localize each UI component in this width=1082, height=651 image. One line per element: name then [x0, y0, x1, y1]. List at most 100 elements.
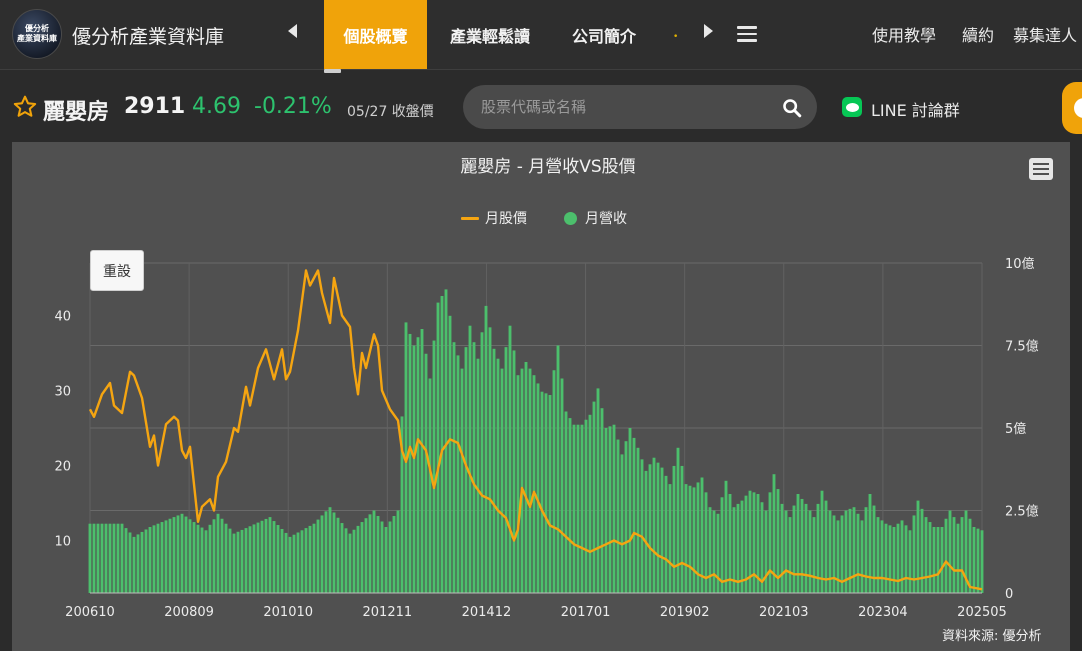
- tabs-scroll-left-icon[interactable]: [288, 24, 297, 38]
- revenue-bar: [848, 508, 852, 593]
- revenue-bar: [780, 503, 784, 593]
- revenue-bar: [304, 528, 308, 593]
- revenue-bar: [452, 342, 456, 593]
- line-app-icon[interactable]: [842, 97, 862, 117]
- revenue-bar: [216, 513, 220, 593]
- revenue-bar: [860, 520, 864, 593]
- revenue-bar: [164, 520, 168, 593]
- revenue-bar: [692, 487, 696, 593]
- logo-text-line-2: 產業資料庫: [17, 34, 57, 43]
- revenue-bar: [756, 494, 760, 593]
- revenue-bar: [272, 521, 276, 593]
- revenue-bar: [200, 527, 204, 593]
- x-tick-label: 202505: [957, 605, 1007, 620]
- favorite-star-icon[interactable]: [12, 94, 38, 120]
- tab-stock-overview[interactable]: 個股概覽: [324, 0, 427, 69]
- revenue-bar: [832, 515, 836, 593]
- revenue-bar: [116, 523, 120, 593]
- revenue-bar: [652, 457, 656, 593]
- revenue-bar: [100, 523, 104, 593]
- revenue-bar: [524, 362, 528, 593]
- nav-link-tutorial[interactable]: 使用教學: [872, 26, 937, 45]
- chart-export-menu-icon[interactable]: [1024, 154, 1058, 184]
- revenue-bar: [744, 495, 748, 593]
- stock-code: 2911: [124, 94, 186, 119]
- revenue-bar: [672, 465, 676, 593]
- revenue-bar: [336, 517, 340, 593]
- legend-dot-swatch: [564, 211, 577, 225]
- revenue-bar: [128, 532, 132, 593]
- x-tick-label: 202103: [759, 605, 809, 620]
- line-discussion-group-link[interactable]: LINE 討論群: [871, 101, 960, 120]
- revenue-bar: [724, 480, 728, 593]
- revenue-bar: [220, 518, 224, 593]
- revenue-bar: [448, 315, 452, 593]
- site-logo[interactable]: 優分析 產業資料庫: [12, 9, 62, 59]
- revenue-bar: [732, 507, 736, 593]
- revenue-bar: [232, 533, 236, 593]
- y-left-tick-label: 20: [54, 460, 71, 475]
- revenue-bar: [936, 527, 940, 593]
- revenue-bar: [812, 517, 816, 593]
- legend-item-stock-price[interactable]: 月股價: [461, 207, 527, 229]
- x-tick-label: 201701: [561, 605, 611, 620]
- revenue-bar: [708, 507, 712, 593]
- revenue-bar: [132, 536, 136, 593]
- active-tab-indicator: [324, 69, 341, 73]
- revenue-bar: [384, 527, 388, 593]
- legend-item-revenue[interactable]: 月營收: [564, 207, 627, 229]
- floating-action-button[interactable]: [1062, 82, 1082, 134]
- revenue-bar: [600, 408, 604, 593]
- revenue-bar: [544, 393, 548, 593]
- tabs-scroll-right-icon[interactable]: [704, 24, 713, 38]
- revenue-bar: [876, 517, 880, 593]
- tab-company-profile[interactable]: 公司簡介: [571, 26, 636, 46]
- revenue-bar: [644, 470, 648, 593]
- stock-search-input[interactable]: [481, 95, 771, 119]
- revenue-bar: [484, 305, 488, 593]
- revenue-bar: [340, 523, 344, 593]
- revenue-bar: [412, 345, 416, 593]
- price-date-label: 05/27 收盤價: [347, 104, 434, 120]
- search-icon[interactable]: [781, 97, 803, 119]
- nav-link-renew[interactable]: 續約: [962, 26, 995, 45]
- revenue-bar: [296, 532, 300, 593]
- revenue-bar: [224, 523, 228, 593]
- revenue-bar: [940, 527, 944, 593]
- y-right-tick-label: 2.5億: [1005, 504, 1039, 520]
- revenue-bar: [792, 505, 796, 593]
- x-tick-label: 200610: [65, 605, 115, 620]
- reset-zoom-button[interactable]: 重設: [90, 250, 144, 291]
- site-title[interactable]: 優分析產業資料庫: [72, 26, 225, 48]
- revenue-bar: [640, 459, 644, 593]
- revenue-bar: [976, 528, 980, 593]
- revenue-bar: [416, 337, 420, 593]
- revenue-bar: [720, 497, 724, 593]
- revenue-bar: [472, 342, 476, 593]
- revenue-bar: [656, 462, 660, 593]
- revenue-bar: [168, 518, 172, 593]
- revenue-bar: [836, 520, 840, 593]
- revenue-bar: [420, 329, 424, 593]
- data-source-credit: 資料來源: 優分析: [942, 629, 1042, 644]
- revenue-bar: [584, 419, 588, 593]
- revenue-bar: [904, 525, 908, 593]
- revenue-bar: [864, 507, 868, 593]
- legend-label-stock-price: 月股價: [485, 211, 527, 227]
- hamburger-menu-icon[interactable]: [737, 26, 757, 42]
- revenue-bar: [192, 522, 196, 593]
- revenue-bar: [324, 511, 328, 593]
- tab-industry-easy-read[interactable]: 產業輕鬆讀: [449, 26, 530, 46]
- revenue-bar: [636, 447, 640, 593]
- stock-name: 麗嬰房: [43, 100, 110, 125]
- revenue-bar: [688, 485, 692, 593]
- nav-link-recruit-expert[interactable]: 募集達人: [1013, 26, 1078, 45]
- revenue-bar: [784, 510, 788, 593]
- revenue-bar: [920, 508, 924, 593]
- revenue-bar: [316, 519, 320, 593]
- revenue-bar: [504, 347, 508, 593]
- revenue-bar: [436, 302, 440, 593]
- y-left-tick-label: 10: [54, 535, 71, 550]
- revenue-bar: [480, 332, 484, 593]
- revenue-bar: [572, 424, 576, 593]
